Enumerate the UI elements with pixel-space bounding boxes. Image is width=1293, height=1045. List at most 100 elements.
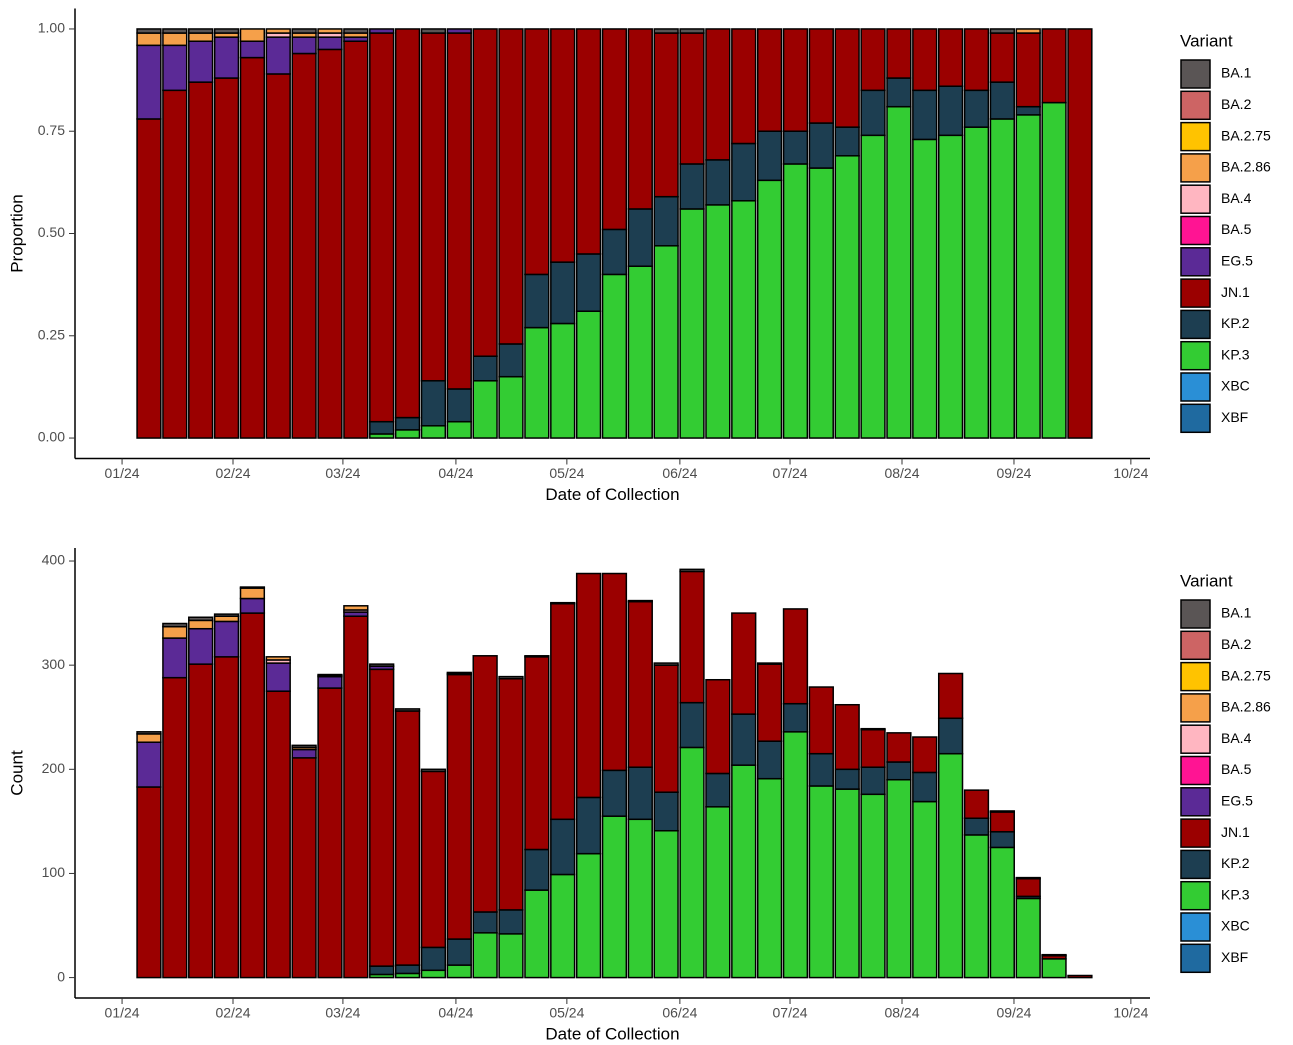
bar-segment: [394, 964, 421, 975]
bar-segment: [808, 28, 834, 124]
x-tick-label: 08/24: [884, 1005, 919, 1021]
bar-segment: [136, 118, 162, 439]
bar-segment: [446, 32, 472, 390]
bar-segment: [575, 253, 602, 312]
bar-segment: [291, 757, 317, 979]
bar-segment: [550, 818, 576, 876]
bar-segment: [937, 134, 964, 439]
legend-label: XBC: [1221, 378, 1250, 394]
bar-segment: [782, 702, 809, 733]
bar-segment: [782, 608, 809, 705]
bar-segment: [317, 687, 343, 979]
bar-segment: [627, 265, 653, 439]
bar-segment: [136, 731, 162, 735]
legend-label: EG.5: [1221, 253, 1253, 269]
bar-segment: [575, 796, 602, 855]
legend-swatch: [1180, 247, 1211, 277]
bar-segment: [808, 122, 834, 169]
bar-segment: [731, 142, 757, 202]
bar-segment: [498, 343, 524, 378]
bar-segment: [1067, 28, 1093, 439]
bar-segment: [601, 273, 628, 439]
legend-swatch: [1180, 912, 1211, 942]
bar-segment: [886, 28, 912, 79]
bar-segment: [937, 28, 964, 87]
bar-segment: [627, 600, 653, 768]
bar-segment: [756, 663, 783, 742]
bar-segment: [705, 159, 731, 206]
legend-swatch: [1180, 184, 1211, 214]
y-tick-label: 0.50: [38, 224, 65, 240]
bar-segment: [756, 777, 783, 979]
bar-segment: [239, 612, 266, 979]
bar-segment: [679, 208, 705, 439]
bar-segment: [369, 32, 395, 423]
bar-segment: [834, 126, 860, 157]
x-tick-label: 02/24: [215, 1005, 250, 1021]
bar-segment: [446, 671, 472, 675]
bar-segment: [627, 818, 653, 979]
bar-segment: [420, 770, 447, 949]
x-axis-title: Date of Collection: [545, 1024, 679, 1043]
bar-segment: [136, 44, 162, 120]
bar-segment: [188, 663, 214, 979]
bar-segment: [575, 28, 602, 255]
x-tick-label: 09/24: [996, 1005, 1031, 1021]
x-tick-label: 07/24: [773, 465, 808, 481]
bar-segment: [937, 717, 964, 755]
bar-segment: [756, 740, 783, 780]
legend-label: BA.2.86: [1221, 699, 1271, 715]
bar-segment: [239, 28, 266, 42]
bar-segment: [239, 56, 266, 439]
legend-title: Variant: [1180, 571, 1233, 590]
bar-segment: [317, 675, 343, 689]
bar-segment: [963, 28, 990, 92]
y-tick-label: 200: [42, 760, 66, 776]
legend-label: BA.2.75: [1221, 127, 1271, 143]
bar-segment: [550, 28, 576, 263]
bar-segment: [498, 675, 524, 680]
x-tick-label: 01/24: [105, 1005, 140, 1021]
bar-segment: [937, 672, 964, 720]
bar-segment: [601, 28, 628, 231]
bar-segment: [860, 727, 886, 731]
x-tick-label: 05/24: [549, 465, 584, 481]
bar-segment: [705, 678, 731, 775]
bar-segment: [808, 785, 834, 979]
bar-segment: [860, 728, 886, 768]
bar-segment: [627, 766, 653, 821]
bar-segment: [498, 933, 524, 979]
bar-segment: [291, 748, 317, 759]
bar-segment: [524, 848, 550, 891]
legend-swatch: [1180, 693, 1211, 723]
bar-segment: [213, 620, 240, 658]
bar-segment: [1041, 953, 1067, 957]
legend-swatch: [1180, 309, 1211, 340]
bar-segment: [679, 568, 705, 573]
bar-segment: [472, 380, 498, 439]
bar-segment: [834, 28, 860, 128]
bar-segment: [963, 89, 990, 128]
bar-segment: [213, 613, 240, 617]
bar-segment: [317, 48, 343, 439]
bar-segment: [886, 77, 912, 108]
bar-segment: [446, 964, 472, 979]
bar-segment: [705, 772, 731, 808]
bar-segment: [963, 834, 990, 979]
bar-segment: [136, 28, 162, 34]
bar-segment: [343, 40, 369, 439]
legend-swatch: [1180, 755, 1211, 786]
bar-segment: [653, 791, 679, 832]
bar-segment: [472, 28, 498, 357]
bar-segment: [317, 673, 343, 677]
y-tick-label: 400: [42, 552, 66, 568]
bar-segment: [963, 817, 990, 836]
x-tick-label: 05/24: [549, 1005, 584, 1021]
bar-segment: [420, 969, 447, 979]
x-tick-label: 10/24: [1113, 1005, 1148, 1021]
bar-segment: [756, 662, 783, 665]
bar-segment: [653, 245, 679, 439]
bar-segment: [912, 28, 938, 92]
bar-segment: [369, 668, 395, 967]
